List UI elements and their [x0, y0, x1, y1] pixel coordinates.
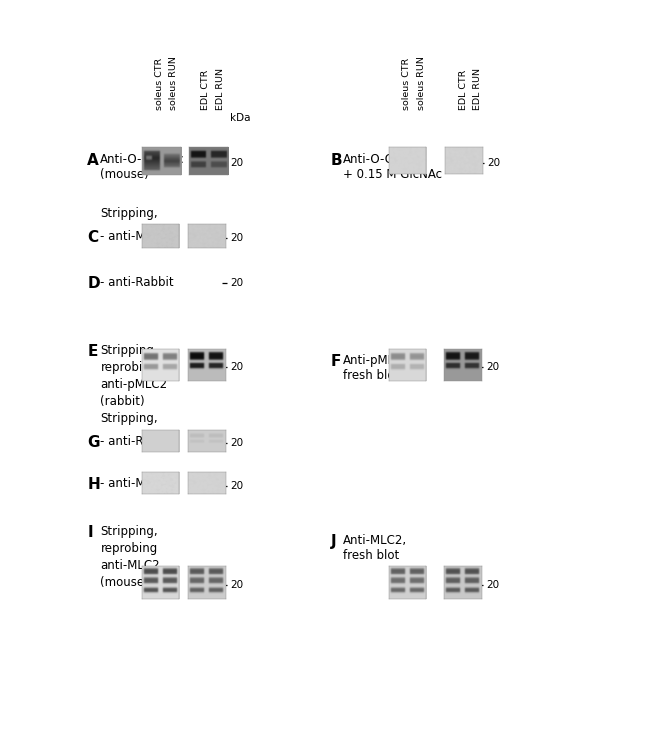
Text: 20: 20: [486, 362, 499, 372]
Text: Stripping,
reprobing
anti-pMLC2
(rabbit): Stripping, reprobing anti-pMLC2 (rabbit): [100, 344, 168, 408]
Text: Anti-MLC2,
fresh blot: Anti-MLC2, fresh blot: [343, 534, 408, 562]
Text: E: E: [87, 344, 98, 359]
Text: EDL CTR: EDL CTR: [459, 70, 467, 110]
Text: H: H: [87, 477, 100, 492]
Text: J: J: [331, 534, 337, 549]
Text: - anti-Rabbit: - anti-Rabbit: [100, 435, 174, 448]
Text: A: A: [87, 152, 99, 168]
Text: - anti-Mouse: - anti-Mouse: [100, 477, 174, 491]
Text: EDL CTR: EDL CTR: [202, 70, 210, 110]
Text: 20: 20: [230, 233, 243, 243]
Text: kDa: kDa: [230, 113, 251, 123]
Text: - anti-Mouse: - anti-Mouse: [100, 230, 174, 243]
Text: soleus RUN: soleus RUN: [417, 56, 426, 110]
Text: 20: 20: [487, 158, 500, 168]
Text: soleus CTR: soleus CTR: [155, 58, 164, 110]
Text: 20: 20: [230, 362, 243, 372]
Text: - anti-Rabbit: - anti-Rabbit: [100, 276, 174, 289]
Text: I: I: [87, 525, 93, 539]
Text: D: D: [87, 276, 100, 291]
Text: G: G: [87, 435, 100, 450]
Text: Anti-pMLC2,
fresh blot: Anti-pMLC2, fresh blot: [343, 354, 415, 382]
Text: Anti-O-GlcNAc
(mouse): Anti-O-GlcNAc (mouse): [100, 152, 185, 181]
Text: 20: 20: [230, 278, 243, 288]
Text: 20: 20: [230, 158, 244, 168]
Text: F: F: [331, 354, 341, 369]
Text: 20: 20: [486, 579, 499, 590]
Text: 20: 20: [230, 481, 243, 491]
Text: 20: 20: [230, 438, 243, 448]
Text: 20: 20: [230, 579, 243, 590]
Text: Anti-O-GlcNAc
+ 0.15 M GlcNAc: Anti-O-GlcNAc + 0.15 M GlcNAc: [343, 152, 442, 181]
Text: EDL RUN: EDL RUN: [216, 68, 225, 110]
Text: Stripping,: Stripping,: [100, 412, 158, 426]
Text: Stripping,
reprobing
anti-MLC2
(mouse): Stripping, reprobing anti-MLC2 (mouse): [100, 525, 160, 589]
Text: Stripping,: Stripping,: [100, 206, 158, 220]
Text: B: B: [331, 152, 343, 168]
Text: soleus CTR: soleus CTR: [402, 58, 411, 110]
Text: C: C: [87, 230, 98, 245]
Text: soleus RUN: soleus RUN: [170, 56, 179, 110]
Text: EDL RUN: EDL RUN: [473, 68, 482, 110]
